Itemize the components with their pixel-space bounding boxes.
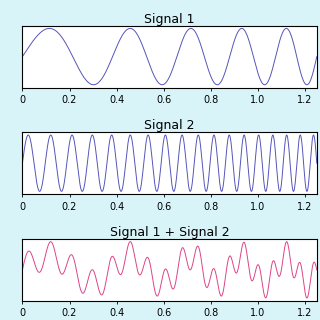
Title: Signal 2: Signal 2 bbox=[144, 119, 195, 132]
Title: Signal 1: Signal 1 bbox=[144, 12, 195, 26]
Title: Signal 1 + Signal 2: Signal 1 + Signal 2 bbox=[110, 226, 229, 239]
